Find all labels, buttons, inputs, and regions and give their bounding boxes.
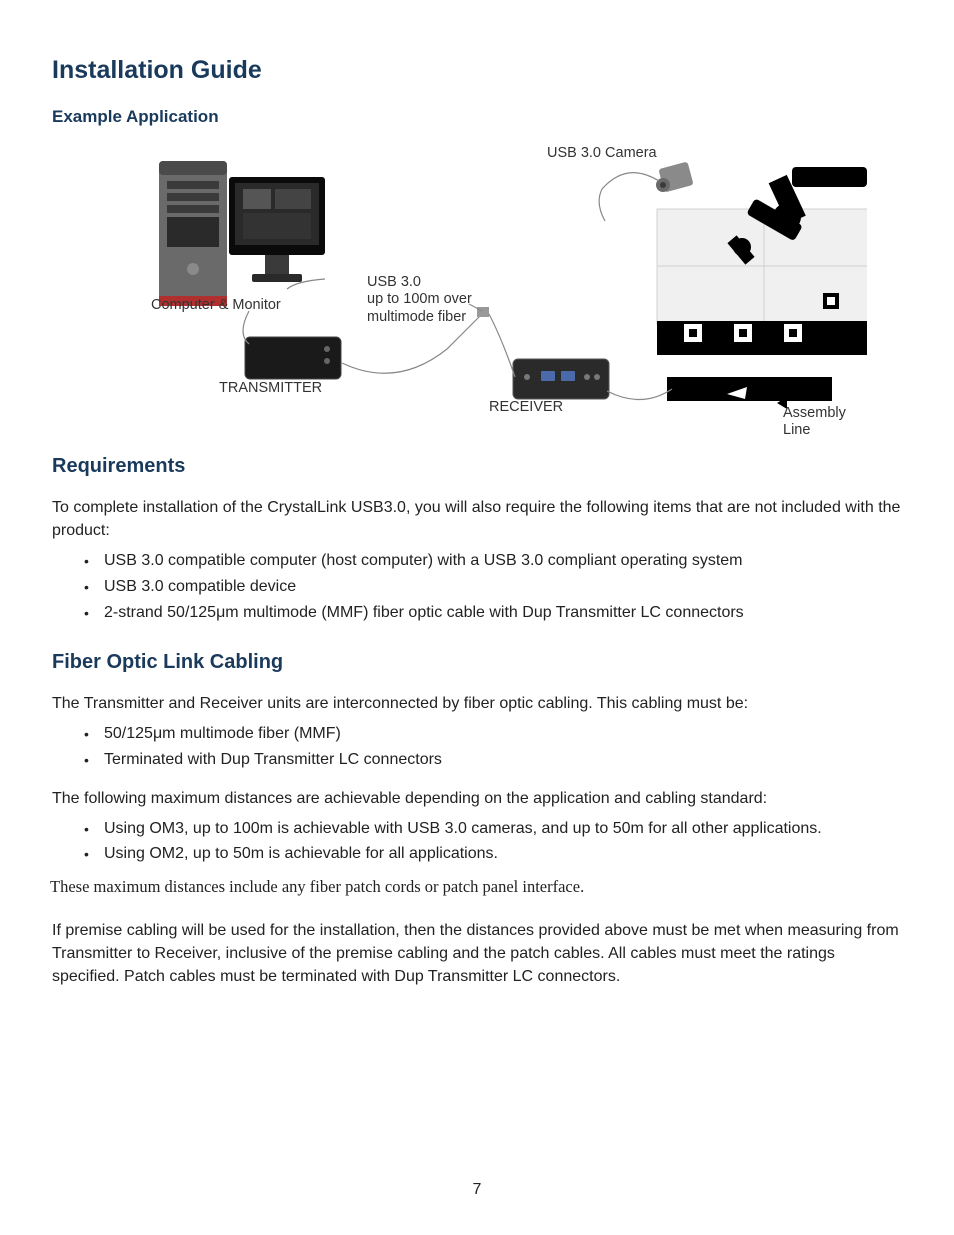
fiber-note: These maximum distances include any fibe… (50, 875, 902, 899)
page-title: Installation Guide (52, 56, 902, 85)
fiber-premise: If premise cabling will be used for the … (52, 919, 902, 989)
example-diagram: USB 3.0 Camera Computer & Monitor USB 3.… (87, 139, 867, 429)
distances-intro: The following maximum distances are achi… (52, 787, 902, 810)
list-item: USB 3.0 compatible computer (host comput… (52, 548, 902, 574)
label-receiver: RECEIVER (489, 399, 563, 416)
requirements-intro: To complete installation of the CrystalL… (52, 496, 902, 542)
monitor-icon (229, 177, 325, 282)
fiber-heading: Fiber Optic Link Cabling (52, 651, 902, 674)
list-item: Using OM3, up to 100m is achievable with… (52, 816, 902, 842)
example-heading: Example Application (52, 107, 902, 127)
fiber-specs-list: 50/125μm multimode fiber (MMF) Terminate… (52, 721, 902, 772)
requirements-heading: Requirements (52, 455, 902, 478)
label-computer: Computer & Monitor (151, 297, 281, 314)
list-item: USB 3.0 compatible device (52, 574, 902, 600)
computer-tower-icon (159, 161, 227, 306)
label-camera: USB 3.0 Camera (547, 145, 657, 162)
page-number: 7 (0, 1181, 954, 1199)
label-transmitter: TRANSMITTER (219, 380, 322, 397)
label-usb-l1: USB 3.0 (367, 274, 421, 290)
list-item: Using OM2, up to 50m is achievable for a… (52, 841, 902, 867)
camera-icon (656, 162, 694, 193)
list-item: Terminated with Dup Transmitter LC conne… (52, 747, 902, 773)
label-usb-l2: up to 100m over (367, 291, 472, 307)
label-usb: USB 3.0 up to 100m over multimode fiber (367, 274, 472, 326)
transmitter-box-icon (245, 337, 341, 379)
list-item: 2-strand 50/125μm multimode (MMF) fiber … (52, 600, 902, 626)
receiver-box-icon (513, 359, 609, 399)
diagram-svg (87, 139, 867, 429)
label-usb-l3: multimode fiber (367, 309, 466, 325)
distances-list: Using OM3, up to 100m is achievable with… (52, 816, 902, 867)
fiber-intro: The Transmitter and Receiver units are i… (52, 692, 902, 715)
requirements-list: USB 3.0 compatible computer (host comput… (52, 548, 902, 625)
label-assembly: Assembly Line (783, 405, 867, 440)
list-item: 50/125μm multimode fiber (MMF) (52, 721, 902, 747)
